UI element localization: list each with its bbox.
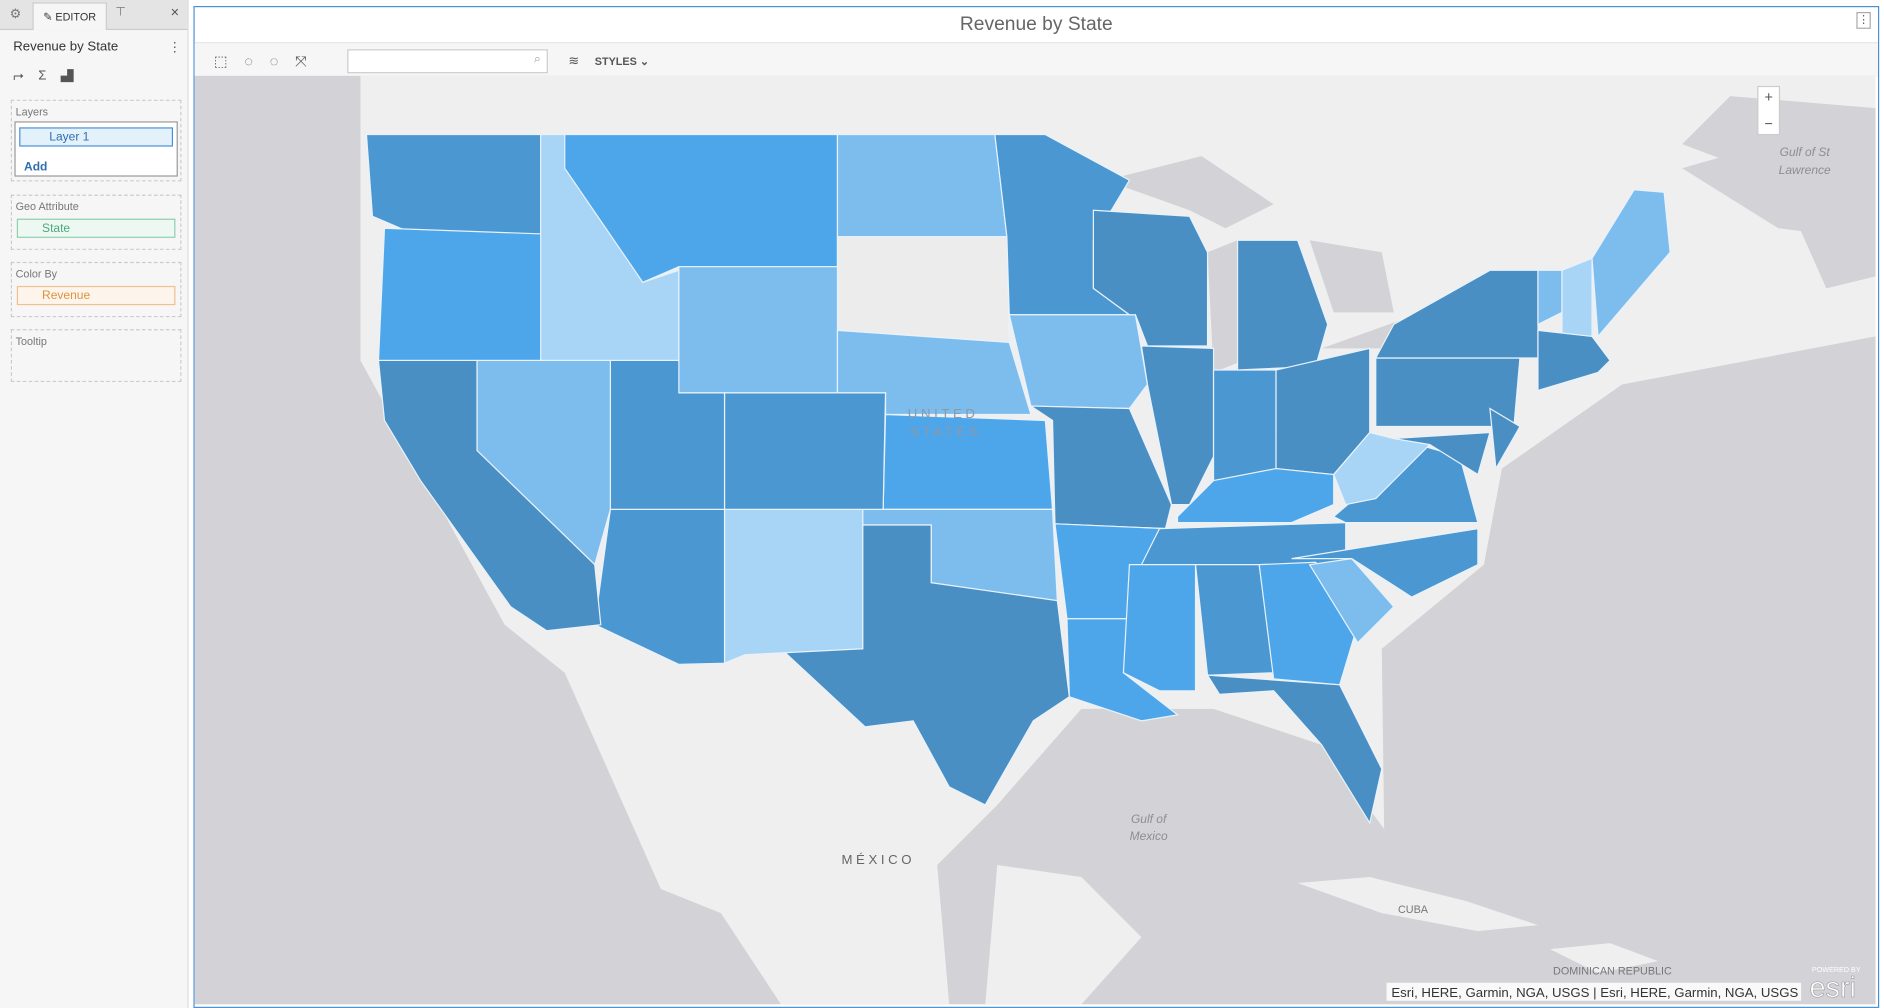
cuba [1297, 877, 1538, 932]
close-button[interactable]: × [170, 3, 180, 21]
tab-bar: ⚙ ✎ EDITOR ⊤ × [0, 0, 188, 31]
state [1591, 189, 1671, 338]
state [1176, 467, 1335, 524]
filter-tab[interactable]: ⊤ [115, 6, 126, 20]
state [1561, 257, 1593, 337]
panel-title: Revenue by State [13, 39, 119, 55]
styles-label: STYLES [594, 55, 637, 68]
state [1236, 239, 1329, 371]
gulf-st-lawrence [1682, 120, 1876, 241]
states [365, 133, 1671, 825]
map-label: MÉXICO [841, 852, 915, 867]
map: UNITED STATES MÉXICO Gulf of Mexico Gulf… [194, 75, 1876, 1005]
geo-pill[interactable]: State [16, 218, 176, 238]
state [836, 133, 1008, 238]
layer-item[interactable]: Layer 1 [19, 127, 174, 147]
section-label: Geo Attribute [15, 200, 79, 213]
state [836, 236, 1010, 344]
logo-small: POWERED BY [1812, 965, 1861, 974]
lake [1309, 240, 1394, 313]
state [723, 392, 887, 510]
layer-list: Layer 1 Add [14, 121, 178, 177]
state [377, 227, 554, 362]
state [1291, 527, 1479, 598]
state [365, 133, 542, 235]
color-section: Color By Revenue [10, 261, 182, 318]
tooltip-section: Tooltip [10, 329, 182, 383]
state [377, 359, 602, 632]
state [1489, 407, 1521, 471]
attribution: Esri, HERE, Garmin, NGA, USGS | Esri, HE… [1391, 985, 1798, 1000]
map-label: Gulf of St [1780, 145, 1831, 159]
layers-section: Layers Layer 1 Add [10, 99, 182, 182]
tool-icons[interactable]: ⮣Σ▟ [13, 68, 89, 83]
settings-tab[interactable]: ⚙ [9, 7, 22, 22]
state [1308, 558, 1395, 644]
state [723, 508, 864, 665]
state [1393, 431, 1491, 476]
selection-tools[interactable]: ⬚◌◌⤧ [213, 52, 324, 70]
zoom-out[interactable]: − [1764, 117, 1772, 133]
sidebar: ⚙ ✎ EDITOR ⊤ × Revenue by State ⋮ ⮣Σ▟ La… [0, 0, 189, 1008]
country-labels: CUBA DOMINICAN REPUBLIC [1398, 904, 1672, 977]
geo-section: Geo Attribute State [10, 194, 182, 250]
state [1122, 564, 1197, 692]
mexico-baja [594, 648, 721, 841]
state [1206, 674, 1383, 825]
tab-label: EDITOR [55, 10, 97, 23]
editor-tab[interactable]: ✎ EDITOR [32, 2, 107, 31]
layers-icon[interactable]: ≋ [568, 54, 580, 69]
map-label: STATES [910, 424, 981, 439]
toolbar: ⬚◌◌⤧ ⌕ ≋ STYLES ⌄ [194, 42, 1878, 77]
map-label: CUBA [1398, 904, 1429, 916]
section-label: Layers [15, 105, 49, 118]
state [1008, 314, 1149, 410]
state [678, 266, 839, 394]
map-label: Lawrence [1779, 163, 1831, 177]
section-label: Color By [15, 267, 58, 280]
state [1537, 329, 1611, 392]
state [1092, 209, 1209, 347]
menu-button[interactable]: ⋮ [168, 40, 182, 56]
zoom-control [1757, 85, 1781, 136]
section-label: Tooltip [15, 335, 47, 348]
lake [1105, 156, 1274, 229]
styles-menu[interactable]: STYLES ⌄ [594, 55, 649, 68]
attribution-bg [1386, 982, 1802, 1001]
water-labels: Gulf of Mexico Gulf of St Lawrence [1130, 145, 1831, 843]
map-label: Mexico [1130, 829, 1168, 843]
map-label: UNITED [908, 406, 979, 421]
lake [1321, 300, 1442, 349]
color-pill[interactable]: Revenue [16, 285, 176, 306]
lake [1207, 240, 1244, 373]
add-layer[interactable]: Add [24, 160, 48, 175]
zoom-in[interactable]: + [1764, 90, 1772, 106]
state [1212, 369, 1277, 488]
map-label: Gulf of [1131, 812, 1168, 826]
map-labels: UNITED STATES MÉXICO [841, 406, 981, 867]
search-box[interactable]: ⌕ [347, 49, 548, 74]
more-button[interactable]: ⋮ [1856, 12, 1871, 29]
map-title: Revenue by State [959, 14, 1113, 35]
map-label: DOMINICAN REPUBLIC [1553, 965, 1672, 977]
yucatan [985, 865, 1142, 1005]
hispaniola [1549, 943, 1659, 974]
esri-logo: esri [1810, 972, 1856, 1004]
